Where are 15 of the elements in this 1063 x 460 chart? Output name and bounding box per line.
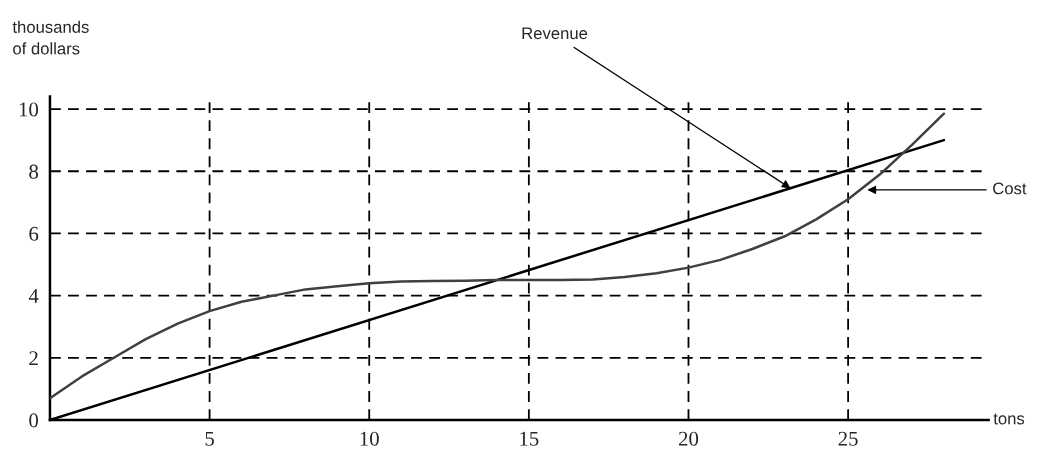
x-tick-label: 5 [205,431,214,446]
y-axis-title: thousands of dollars [12,20,89,55]
y-tick-label: 8 [29,164,39,179]
x-axis-title: tons [993,413,1025,425]
x-tick-label: 20 [678,431,699,446]
y-tick-label: 10 [19,102,39,117]
annotation: Revenue [522,27,588,40]
y-tick-label: 4 [28,289,39,303]
x-tick-label: 25 [838,431,858,446]
y-tick-label: 6 [29,226,39,241]
y-tick-label: 0 [29,413,39,428]
y-tick-label: 2 [29,351,38,366]
x-tick-label: 15 [520,431,539,446]
x-tick-label: 10 [360,431,379,446]
annotation: Cost [993,182,1027,195]
